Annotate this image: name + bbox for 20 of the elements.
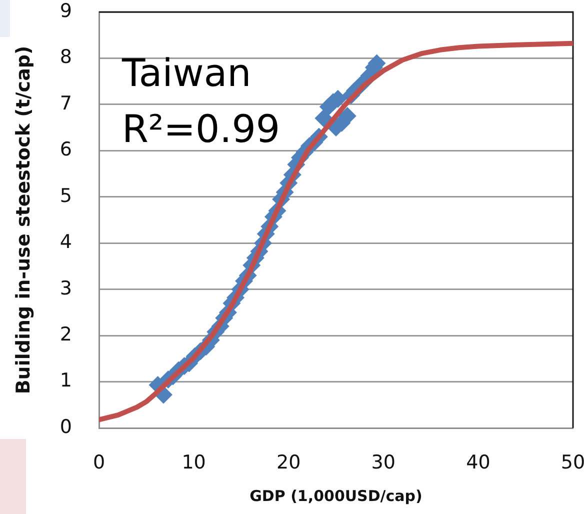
- x-tick-label: 40: [466, 451, 490, 474]
- annotation: Taiwan: [121, 51, 252, 95]
- y-axis-title: Building in-use steestock (t/cap): [12, 46, 34, 394]
- annotation: R²=0.99: [122, 107, 280, 151]
- y-tick-label: 1: [60, 370, 72, 392]
- x-tick-label: 10: [182, 451, 206, 474]
- y-tick-label: 6: [60, 138, 72, 161]
- y-tick-label: 4: [60, 231, 72, 254]
- y-tick-label: 5: [60, 184, 72, 207]
- x-tick-label: 0: [92, 451, 106, 474]
- y-tick-label: 3: [60, 277, 72, 300]
- x-tick-label: 50: [560, 451, 584, 474]
- y-tick-label: 9: [60, 0, 72, 22]
- y-tick-label: 0: [60, 416, 72, 438]
- y-tick-label: 8: [60, 46, 72, 68]
- x-axis-title: GDP (1,000USD/cap): [250, 486, 422, 505]
- y-tick-label: 2: [60, 323, 72, 346]
- y-tick-label: 7: [60, 92, 72, 114]
- x-tick-label: 30: [371, 451, 396, 474]
- x-tick-label: 20: [276, 451, 301, 474]
